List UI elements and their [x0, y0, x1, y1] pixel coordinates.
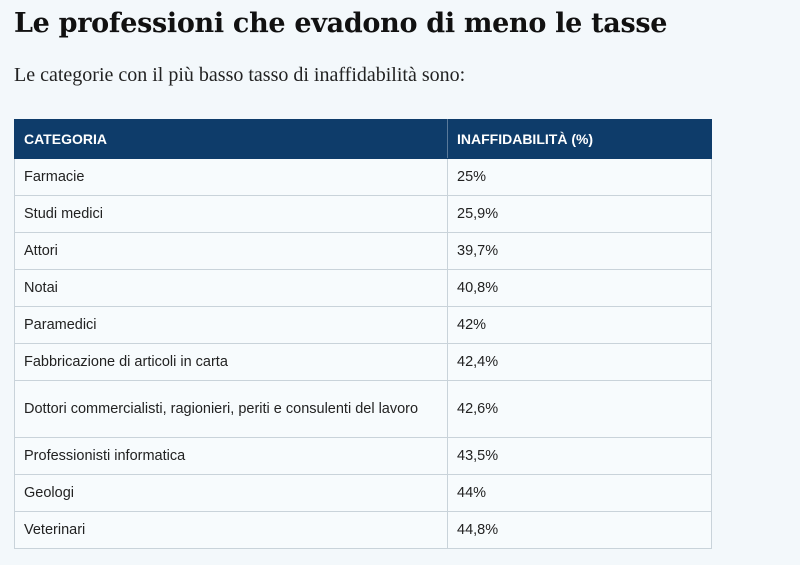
- value-cell: 43,5%: [447, 437, 712, 475]
- value-cell: 42,4%: [447, 343, 712, 381]
- table-row: Paramedici 42%: [14, 306, 712, 344]
- category-cell: Farmacie: [14, 158, 448, 196]
- table-row: Professionisti informatica 43,5%: [14, 437, 712, 475]
- value-cell: 42%: [447, 306, 712, 344]
- category-cell: Fabbricazione di articoli in carta: [14, 343, 448, 381]
- table-row: Attori 39,7%: [14, 232, 712, 270]
- table-row: Geologi 44%: [14, 474, 712, 512]
- column-header-category: CATEGORIA: [14, 119, 448, 159]
- category-cell: Attori: [14, 232, 448, 270]
- value-cell: 44%: [447, 474, 712, 512]
- value-cell: 25%: [447, 158, 712, 196]
- value-cell: 25,9%: [447, 195, 712, 233]
- table-row: Farmacie 25%: [14, 158, 712, 196]
- value-cell: 44,8%: [447, 511, 712, 549]
- table-row: Studi medici 25,9%: [14, 195, 712, 233]
- page-title: Le professioni che evadono di meno le ta…: [14, 8, 668, 39]
- value-cell: 42,6%: [447, 380, 712, 438]
- value-cell: 40,8%: [447, 269, 712, 307]
- category-cell: Studi medici: [14, 195, 448, 233]
- column-header-value: INAFFIDABILITÀ (%): [447, 119, 712, 159]
- table-row: Veterinari 44,8%: [14, 511, 712, 549]
- category-cell: Geologi: [14, 474, 448, 512]
- table-row: Fabbricazione di articoli in carta 42,4%: [14, 343, 712, 381]
- categories-table: CATEGORIA INAFFIDABILITÀ (%) Farmacie 25…: [14, 119, 712, 549]
- category-cell: Paramedici: [14, 306, 448, 344]
- value-cell: 39,7%: [447, 232, 712, 270]
- intro-text: Le categorie con il più basso tasso di i…: [14, 64, 466, 86]
- category-cell: Veterinari: [14, 511, 448, 549]
- category-cell: Dottori commercialisti, ragionieri, peri…: [14, 380, 448, 438]
- table-row: Notai 40,8%: [14, 269, 712, 307]
- category-cell: Professionisti informatica: [14, 437, 448, 475]
- table-header-row: CATEGORIA INAFFIDABILITÀ (%): [14, 119, 712, 159]
- table-row: Dottori commercialisti, ragionieri, peri…: [14, 380, 712, 438]
- category-cell: Notai: [14, 269, 448, 307]
